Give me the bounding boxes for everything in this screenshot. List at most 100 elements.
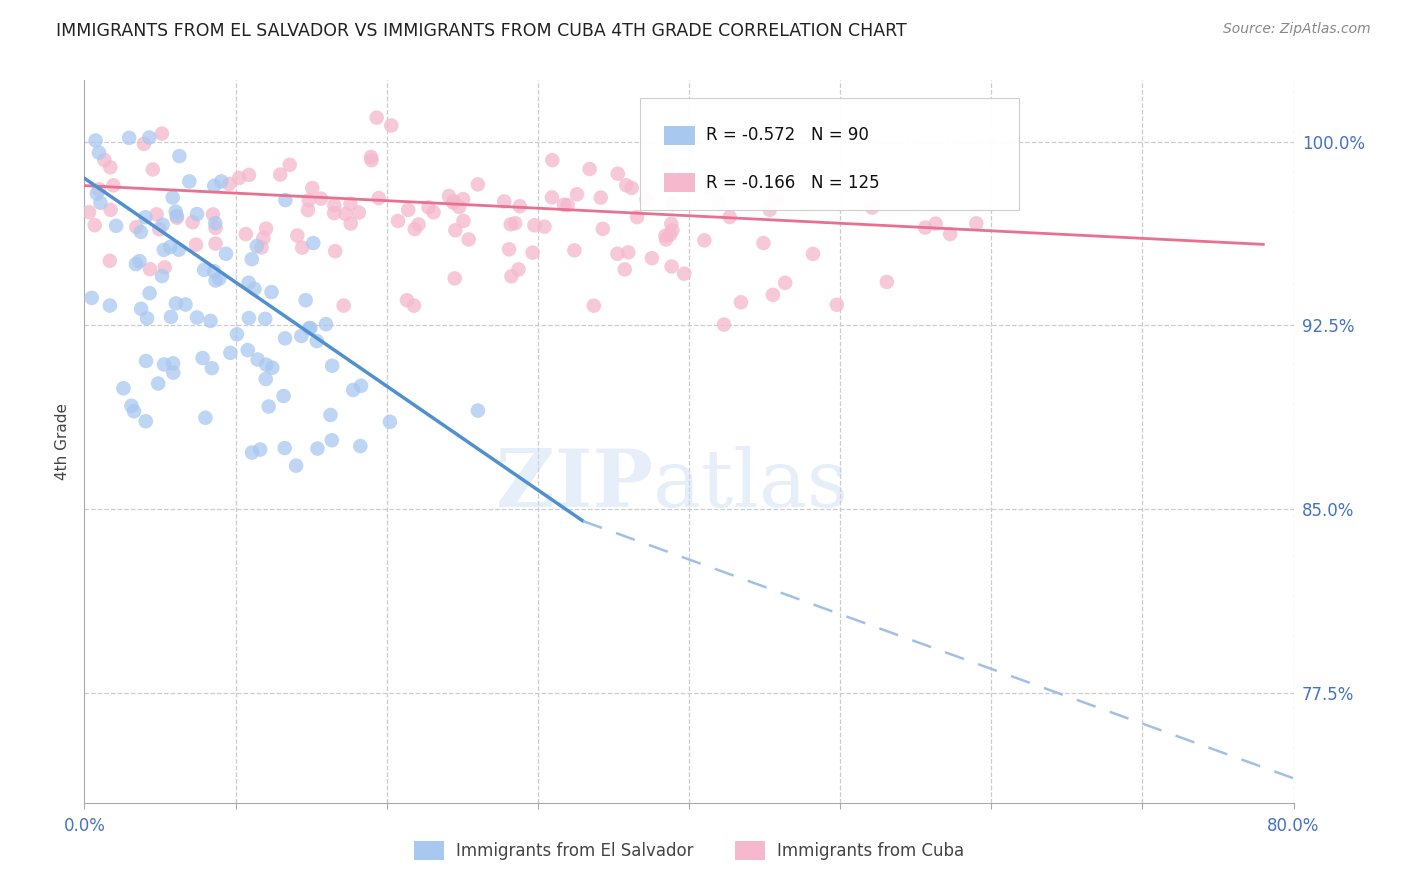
- Point: [250, 240, 273, 254]
- Point: [202, 264, 225, 278]
- Point: [86, 186, 108, 201]
- Point: [380, 119, 402, 133]
- Point: [98, 299, 121, 313]
- Point: [273, 389, 295, 403]
- Point: [262, 360, 284, 375]
- Point: [208, 271, 231, 285]
- Point: [105, 219, 128, 233]
- Point: [752, 235, 775, 250]
- Point: [360, 153, 382, 168]
- Point: [557, 198, 579, 212]
- Point: [238, 311, 260, 326]
- Text: ZIP: ZIP: [496, 446, 652, 524]
- Point: [924, 217, 946, 231]
- Point: [165, 296, 187, 310]
- Point: [145, 207, 167, 221]
- Point: [765, 193, 787, 207]
- Point: [135, 414, 157, 428]
- Point: [132, 136, 155, 151]
- Text: R = -0.572   N = 90: R = -0.572 N = 90: [706, 127, 869, 145]
- Point: [508, 262, 530, 277]
- Point: [136, 311, 159, 326]
- Point: [204, 221, 226, 235]
- Point: [453, 214, 475, 228]
- Point: [179, 174, 201, 188]
- Text: R = -0.166   N = 125: R = -0.166 N = 125: [706, 174, 879, 192]
- Point: [294, 293, 316, 308]
- Point: [184, 237, 207, 252]
- Point: [494, 194, 516, 209]
- Point: [523, 219, 546, 233]
- Point: [298, 321, 321, 335]
- Point: [825, 298, 848, 312]
- Point: [606, 247, 628, 261]
- Point: [274, 193, 297, 207]
- Point: [162, 356, 184, 370]
- Point: [467, 403, 489, 417]
- Point: [673, 267, 696, 281]
- Point: [693, 233, 716, 247]
- Point: [186, 310, 208, 325]
- Point: [246, 239, 269, 253]
- Point: [290, 329, 312, 343]
- Point: [451, 192, 474, 206]
- Point: [236, 343, 259, 357]
- Point: [457, 232, 479, 246]
- Point: [659, 217, 682, 231]
- Y-axis label: 4th Grade: 4th Grade: [55, 403, 70, 480]
- Point: [498, 242, 520, 256]
- Point: [613, 262, 636, 277]
- Point: [98, 161, 121, 175]
- Point: [443, 194, 465, 209]
- Point: [291, 241, 314, 255]
- Point: [349, 439, 371, 453]
- Point: [269, 168, 291, 182]
- Point: [339, 197, 361, 211]
- Point: [298, 194, 321, 208]
- Point: [564, 244, 586, 258]
- Point: [181, 215, 204, 229]
- Point: [418, 200, 440, 214]
- Point: [129, 225, 152, 239]
- Point: [202, 178, 225, 193]
- Point: [657, 159, 679, 173]
- Point: [83, 218, 105, 232]
- Point: [321, 359, 343, 373]
- Point: [323, 198, 346, 212]
- Point: [366, 111, 388, 125]
- Point: [395, 293, 418, 308]
- Point: [138, 130, 160, 145]
- Point: [332, 299, 354, 313]
- Point: [661, 260, 683, 274]
- Point: [387, 214, 409, 228]
- Point: [541, 190, 564, 204]
- Point: [257, 400, 280, 414]
- Point: [467, 178, 489, 192]
- Point: [378, 415, 401, 429]
- Point: [444, 223, 467, 237]
- Point: [165, 204, 187, 219]
- Point: [215, 247, 238, 261]
- Point: [582, 299, 605, 313]
- Point: [153, 260, 176, 275]
- Point: [134, 210, 156, 224]
- Point: [98, 253, 121, 268]
- Point: [235, 227, 257, 241]
- Point: [103, 178, 125, 193]
- Point: [162, 366, 184, 380]
- Point: [153, 243, 176, 257]
- Point: [125, 220, 148, 235]
- Point: [254, 311, 277, 326]
- Point: [709, 195, 731, 210]
- Point: [201, 361, 224, 376]
- Point: [125, 257, 148, 271]
- Point: [659, 227, 682, 242]
- Point: [204, 216, 226, 230]
- Point: [252, 231, 274, 245]
- Point: [801, 247, 824, 261]
- Point: [77, 205, 100, 219]
- Point: [260, 285, 283, 299]
- Point: [243, 282, 266, 296]
- Point: [299, 321, 322, 335]
- Point: [80, 291, 103, 305]
